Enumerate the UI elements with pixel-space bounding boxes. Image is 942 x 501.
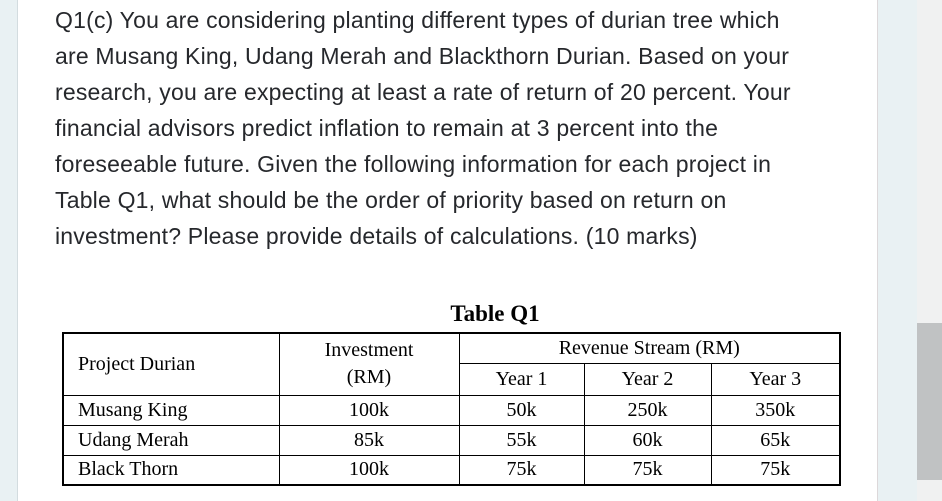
question-line: investment? Please provide details of ca… — [55, 223, 698, 249]
header-year-2: Year 2 — [583, 362, 712, 396]
cell-year3: 65k — [710, 424, 841, 456]
table-title: Table Q1 — [450, 301, 540, 326]
question-line: foreseeable future. Given the following … — [55, 151, 772, 177]
header-revenue-stream: Revenue Stream (RM) — [458, 332, 841, 364]
left-gutter — [0, 0, 18, 501]
cell-investment: 85k — [278, 424, 460, 456]
cell-year2: 250k — [583, 394, 712, 426]
cell-year1: 75k — [458, 454, 585, 486]
header-project: Project Durian — [62, 332, 280, 396]
header-year-1: Year 1 — [458, 362, 585, 396]
table-row: Black Thorn 100k 75k 75k 75k — [62, 454, 841, 486]
table-q1: Project Durian Investment (RM) Revenue S… — [62, 332, 841, 486]
cell-investment: 100k — [278, 454, 460, 486]
table-row: Udang Merah 85k 55k 60k 65k — [62, 424, 841, 456]
cell-project-name: Udang Merah — [62, 424, 280, 456]
header-year-3: Year 3 — [710, 362, 841, 396]
header-investment: Investment (RM) — [278, 332, 460, 396]
cell-year2: 75k — [583, 454, 712, 486]
cell-year1: 55k — [458, 424, 585, 456]
question-line: research, you are expecting at least a r… — [55, 79, 791, 105]
table-row: Musang King 100k 50k 250k 350k — [62, 394, 841, 426]
question-text: Q1(c) You are considering planting diffe… — [55, 2, 791, 254]
question-line: financial advisors predict inflation to … — [55, 115, 719, 141]
cell-year3: 350k — [710, 394, 841, 426]
right-gutter — [877, 0, 917, 501]
question-line: are Musang King, Udang Merah and Blackth… — [55, 43, 790, 69]
question-line: Q1(c) You are considering planting diffe… — [55, 7, 780, 33]
question-line: Table Q1, what should be the order of pr… — [55, 187, 727, 213]
cell-project-name: Black Thorn — [62, 454, 280, 486]
cell-year3: 75k — [710, 454, 841, 486]
cell-year2: 60k — [583, 424, 712, 456]
cell-year1: 50k — [458, 394, 585, 426]
cell-investment: 100k — [278, 394, 460, 426]
scrollbar-thumb[interactable] — [917, 323, 942, 480]
cell-project-name: Musang King — [62, 394, 280, 426]
